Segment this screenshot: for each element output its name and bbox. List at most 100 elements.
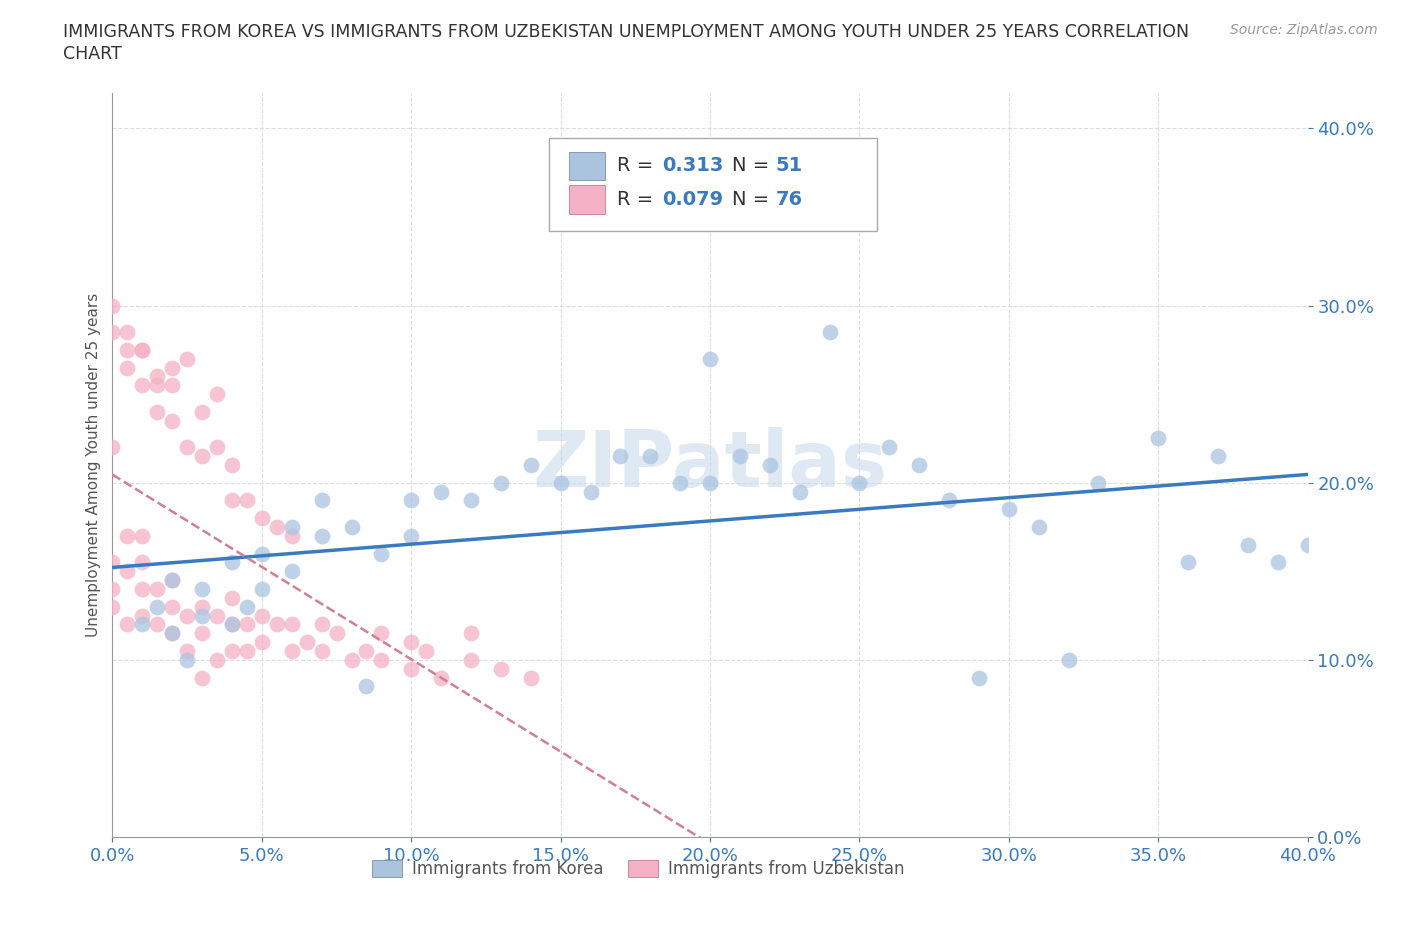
- Point: [146, 405, 169, 419]
- Text: 0.079: 0.079: [662, 190, 723, 209]
- Point: [520, 458, 543, 472]
- Point: [117, 564, 139, 578]
- Point: [1057, 653, 1080, 668]
- Point: [281, 520, 304, 535]
- Point: [250, 511, 273, 525]
- Point: [101, 555, 124, 570]
- Point: [489, 661, 512, 676]
- Point: [221, 591, 243, 605]
- Point: [998, 502, 1021, 517]
- Text: 51: 51: [776, 156, 803, 176]
- Point: [311, 644, 333, 658]
- Point: [131, 608, 153, 623]
- Point: [205, 440, 228, 455]
- Point: [430, 671, 453, 685]
- Point: [146, 581, 169, 596]
- Point: [908, 458, 931, 472]
- Point: [967, 671, 990, 685]
- Point: [640, 448, 662, 463]
- Point: [191, 599, 214, 614]
- Point: [311, 617, 333, 631]
- Point: [460, 493, 482, 508]
- Point: [401, 634, 423, 649]
- Point: [370, 546, 392, 561]
- Point: [162, 599, 183, 614]
- Point: [191, 626, 214, 641]
- Point: [191, 581, 214, 596]
- Point: [131, 342, 153, 357]
- Point: [609, 448, 631, 463]
- Point: [266, 617, 288, 631]
- Point: [728, 448, 751, 463]
- Point: [340, 520, 363, 535]
- Point: [250, 634, 273, 649]
- Point: [131, 555, 153, 570]
- Point: [236, 493, 259, 508]
- Text: R =: R =: [617, 190, 652, 209]
- Point: [162, 573, 183, 588]
- Point: [191, 608, 214, 623]
- Point: [236, 599, 259, 614]
- Point: [1206, 448, 1229, 463]
- Point: [162, 626, 183, 641]
- Point: [191, 448, 214, 463]
- Point: [669, 475, 692, 490]
- Point: [311, 493, 333, 508]
- Point: [370, 626, 392, 641]
- Point: [938, 493, 960, 508]
- Point: [101, 440, 124, 455]
- Point: [176, 352, 198, 366]
- Point: [146, 617, 169, 631]
- Point: [1267, 555, 1289, 570]
- Point: [221, 555, 243, 570]
- Point: [191, 405, 214, 419]
- Point: [266, 520, 288, 535]
- Point: [250, 546, 273, 561]
- Point: [131, 378, 153, 392]
- FancyBboxPatch shape: [569, 185, 605, 214]
- Point: [311, 528, 333, 543]
- Point: [162, 378, 183, 392]
- Point: [1028, 520, 1050, 535]
- Point: [221, 458, 243, 472]
- Point: [236, 617, 259, 631]
- FancyBboxPatch shape: [569, 152, 605, 180]
- Point: [579, 485, 602, 499]
- Point: [205, 387, 228, 402]
- Text: Source: ZipAtlas.com: Source: ZipAtlas.com: [1230, 23, 1378, 37]
- Point: [699, 352, 721, 366]
- FancyBboxPatch shape: [548, 138, 877, 231]
- Point: [430, 485, 453, 499]
- Point: [848, 475, 870, 490]
- Point: [191, 671, 214, 685]
- Point: [117, 325, 139, 339]
- Point: [162, 413, 183, 428]
- Point: [460, 653, 482, 668]
- Point: [131, 528, 153, 543]
- Point: [176, 644, 198, 658]
- Point: [176, 653, 198, 668]
- Point: [415, 644, 437, 658]
- Point: [401, 493, 423, 508]
- Point: [281, 617, 304, 631]
- Y-axis label: Unemployment Among Youth under 25 years: Unemployment Among Youth under 25 years: [86, 293, 101, 637]
- Text: N =: N =: [731, 156, 769, 176]
- Point: [176, 440, 198, 455]
- Point: [460, 626, 482, 641]
- Point: [356, 679, 378, 694]
- Point: [131, 342, 153, 357]
- Point: [117, 360, 139, 375]
- Point: [205, 608, 228, 623]
- Point: [221, 617, 243, 631]
- Point: [146, 369, 169, 384]
- Point: [221, 644, 243, 658]
- Point: [1177, 555, 1199, 570]
- Point: [1087, 475, 1109, 490]
- Point: [356, 644, 378, 658]
- Point: [101, 581, 124, 596]
- Point: [117, 617, 139, 631]
- Point: [401, 661, 423, 676]
- Text: 76: 76: [776, 190, 803, 209]
- Point: [789, 485, 811, 499]
- Point: [550, 475, 572, 490]
